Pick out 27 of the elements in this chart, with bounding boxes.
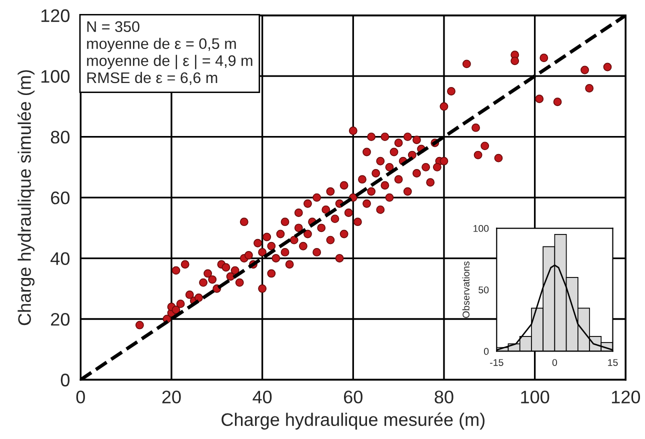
y-tick-label: 0 [484,348,489,355]
y-axis-title: Observations [462,261,470,318]
x-tick-label: 0 [76,390,85,404]
y-tick-label: 120 [41,9,70,22]
x-tick-label: 60 [344,390,362,404]
x-tick-label: -15 [490,359,504,366]
x-tick-label: 40 [252,390,272,404]
y-axis-title: Charge hydraulique simulée (m) [17,70,35,326]
annotation: RMSE de ε = 6,6 m [87,72,218,85]
y-tick-label: 80 [50,130,70,144]
y-tick-label: 100 [474,225,489,232]
annotation: moyenne de | ε | = 4,9 m [87,54,252,70]
y-tick-label: 100 [41,70,70,83]
y-tick-label: 40 [50,252,70,265]
y-tick-label: 50 [478,286,489,294]
annotation: N = 350 [87,21,140,32]
y-tick-label: 0 [60,374,70,386]
x-axis-title: Charge hydraulique mesurée (m) [222,412,484,430]
y-tick-label: 60 [51,191,70,204]
x-tick-label: 0 [552,359,558,366]
x-tick-label: 80 [434,390,454,404]
x-tick-label: 20 [162,390,181,404]
x-tick-label: 100 [521,390,550,404]
x-tick-label: 15 [608,359,618,366]
x-tick-label: 120 [612,390,640,404]
y-tick-label: 20 [51,312,70,326]
annotation: moyenne de ε = 0,5 m [87,38,236,52]
